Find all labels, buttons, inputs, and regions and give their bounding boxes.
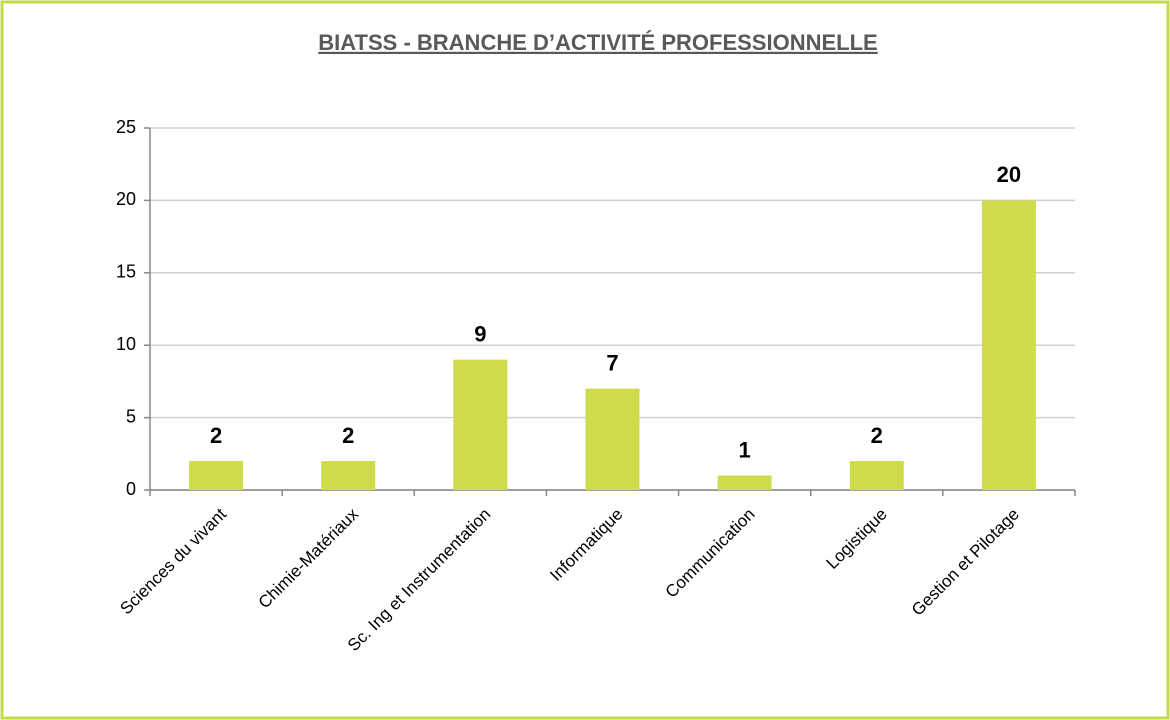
data-label: 2 [210,423,222,448]
y-tick-label: 15 [116,262,136,282]
chart-title: BIATSS - BRANCHE D’ACTIVITÉ PROFESSIONNE… [318,30,877,55]
bar [849,461,904,490]
y-tick-label: 10 [116,334,136,354]
y-tick-label: 5 [126,406,136,426]
data-label: 9 [474,321,486,346]
bar [321,461,376,490]
bar [717,475,772,490]
y-tick-label: 25 [116,117,136,137]
bar [453,359,508,490]
data-label: 1 [739,437,751,462]
data-label: 7 [606,350,618,375]
bar [981,200,1036,490]
y-tick-label: 0 [126,479,136,499]
data-label: 2 [871,423,883,448]
data-label: 2 [342,423,354,448]
bar [585,388,640,490]
y-tick-label: 20 [116,189,136,209]
bar [189,461,244,490]
data-label: 20 [997,162,1021,187]
